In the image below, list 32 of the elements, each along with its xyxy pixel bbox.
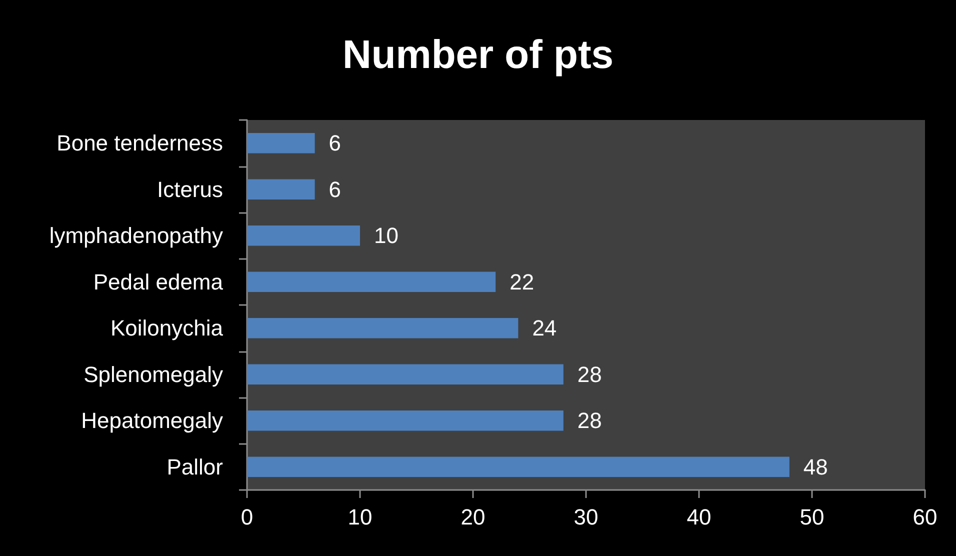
- data-label: 24: [532, 316, 557, 341]
- x-tick-label: 40: [686, 504, 712, 530]
- x-tick-label: 60: [912, 504, 938, 530]
- x-tick-label: 0: [240, 504, 254, 530]
- data-label: 28: [577, 408, 602, 434]
- y-tick-label: Pallor: [166, 454, 223, 480]
- y-tick-label: Hepatomegaly: [81, 408, 223, 434]
- data-label: 48: [803, 454, 828, 480]
- chart-title: Number of pts: [342, 33, 614, 77]
- bar: [247, 272, 496, 292]
- data-label: 6: [328, 176, 342, 202]
- x-tick-label: 30: [574, 504, 598, 530]
- x-tick-label: 10: [348, 504, 372, 530]
- bar: [247, 364, 564, 385]
- x-tick-label: 20: [460, 504, 486, 530]
- data-label: 10: [374, 223, 398, 248]
- y-tick-label: Bone tenderness: [56, 130, 223, 156]
- y-tick-label: Icterus: [156, 176, 223, 202]
- bar: [247, 410, 564, 431]
- x-tick-label: 50: [800, 504, 824, 530]
- y-tick-label: lymphadenopathy: [49, 223, 223, 248]
- bar: [247, 179, 315, 200]
- data-label: 22: [510, 269, 534, 294]
- bar: [247, 456, 790, 478]
- y-tick-label: Splenomegaly: [84, 362, 223, 387]
- y-tick-label: Koilonychia: [110, 316, 224, 341]
- data-label: 6: [328, 130, 342, 156]
- data-label: 28: [577, 362, 602, 387]
- bar: [247, 225, 360, 246]
- y-tick-label: Pedal edema: [93, 269, 224, 294]
- bar: [247, 318, 518, 338]
- bar: [247, 132, 315, 154]
